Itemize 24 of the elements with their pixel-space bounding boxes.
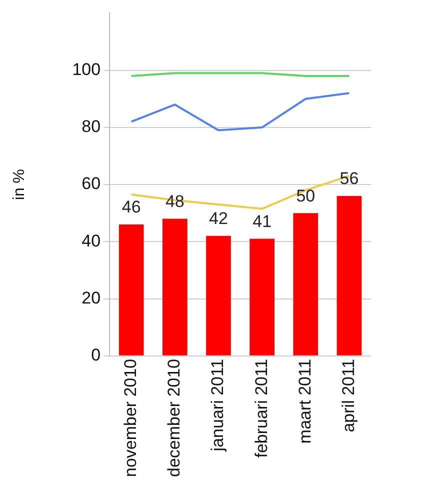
y-axis-title: in % — [11, 168, 28, 200]
x-tick-label: februari 2011 — [252, 358, 271, 458]
x-tick-label: december 2010 — [164, 358, 184, 478]
data-label: 41 — [252, 212, 272, 231]
data-label: 56 — [340, 169, 359, 188]
y-tick-label: 0 — [91, 346, 101, 365]
y-tick-label: 80 — [82, 117, 101, 136]
bar — [206, 236, 231, 356]
y-tick-label: 20 — [82, 288, 101, 308]
bar — [293, 213, 318, 356]
x-tick-label: april 2011 — [338, 358, 358, 432]
y-tick-label: 60 — [82, 174, 101, 194]
data-label: 50 — [296, 186, 316, 206]
y-tick-label: 100 — [72, 60, 101, 79]
bar — [336, 196, 362, 356]
x-tick-label: maart 2011 — [295, 358, 314, 444]
data-label: 42 — [209, 209, 228, 228]
bar — [118, 224, 144, 356]
bar — [162, 218, 188, 356]
bar — [250, 238, 274, 356]
x-tick-label: januari 2011 — [208, 358, 228, 452]
data-label: 46 — [122, 198, 141, 217]
x-tick-label: november 2010 — [121, 358, 140, 478]
y-tick-label: 40 — [82, 231, 101, 250]
